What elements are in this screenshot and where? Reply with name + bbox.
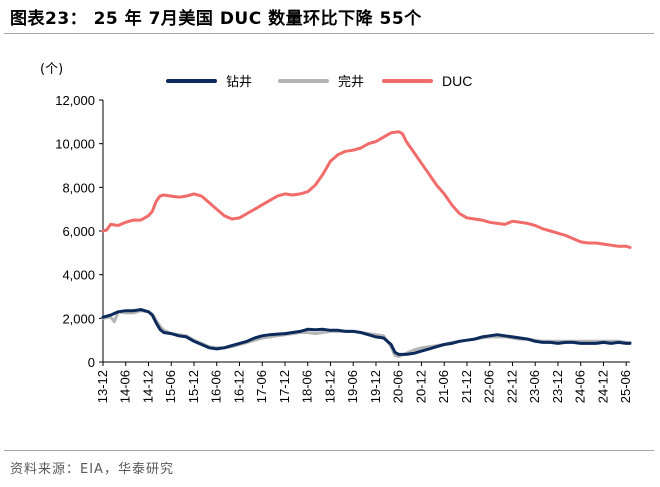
chart-legend: 钻井 完井 DUC	[166, 73, 472, 90]
x-tick-label: 17-12	[277, 370, 292, 403]
x-tick-label: 14-06	[118, 370, 133, 403]
y-tick-label: 4,000	[62, 268, 95, 283]
y-tick-label: 0	[88, 355, 95, 370]
x-tick-label: 22-06	[482, 370, 497, 403]
x-tick-label: 13-12	[95, 370, 110, 403]
y-tick-label: 10,000	[55, 137, 95, 152]
x-tick-label: 23-12	[550, 370, 565, 403]
chart-series	[101, 130, 632, 358]
line-chart: 钻井 完井 DUC (个) 0 2,000 4,000 6,000 8,000 10,000 12…	[40, 62, 633, 403]
y-axis-unit: (个)	[40, 62, 63, 77]
y-tick-label: 6,000	[62, 224, 95, 239]
source-note: 资料来源：EIA，华泰研究	[10, 462, 174, 477]
y-tick-label: 12,000	[55, 93, 95, 108]
x-tick-label: 25-06	[618, 370, 633, 403]
legend-label-drilled: 钻井	[226, 75, 252, 90]
x-tick-label: 14-12	[140, 370, 155, 403]
legend-label-duc: DUC	[442, 73, 472, 89]
legend-label-completed: 完井	[338, 75, 364, 90]
chart-axes: (个) 0 2,000 4,000 6,000 8,000 10,000 12,000 13-1…	[40, 62, 633, 403]
x-tick-label: 16-06	[209, 370, 224, 403]
series-line-duc	[101, 130, 632, 249]
x-tick-label: 22-12	[504, 370, 519, 403]
x-tick-label: 21-12	[459, 370, 474, 403]
x-tick-label: 17-06	[254, 370, 269, 403]
x-tick-label: 24-06	[573, 370, 588, 403]
x-tick-label: 18-12	[322, 370, 337, 403]
x-tick-label: 19-12	[368, 370, 383, 403]
x-tick-label: 18-06	[300, 370, 315, 403]
x-tick-label: 20-12	[413, 370, 428, 403]
title-divider	[4, 33, 654, 34]
x-tick-label: 21-06	[436, 370, 451, 403]
chart-title: 图表23： 25 年 7月美国 DUC 数量环比下降 55个	[10, 9, 422, 29]
source-divider	[4, 450, 654, 451]
y-tick-label: 2,000	[62, 311, 95, 326]
x-tick-label: 20-06	[391, 370, 406, 403]
y-tick-label: 8,000	[62, 180, 95, 195]
series-line-drilled	[101, 308, 632, 356]
x-tick-label: 15-12	[186, 370, 201, 403]
x-tick-label: 24-12	[595, 370, 610, 403]
x-tick-label: 15-06	[163, 370, 178, 403]
x-tick-label: 16-12	[231, 370, 246, 403]
x-tick-label: 23-06	[527, 370, 542, 403]
x-tick-label: 19-06	[345, 370, 360, 403]
